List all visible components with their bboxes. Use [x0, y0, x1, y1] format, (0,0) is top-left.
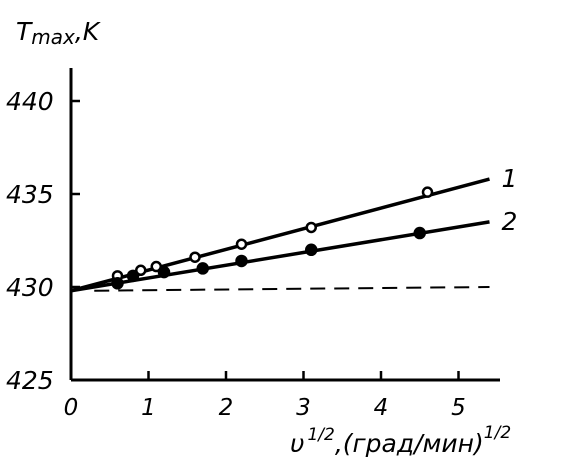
series-1-point-3	[191, 253, 200, 262]
series-2-point-6	[415, 228, 425, 238]
series-1-point-5	[307, 223, 316, 232]
series-1-point-4	[237, 240, 246, 249]
x-tick-label-1: 1	[141, 395, 156, 421]
series-1-point-6	[423, 188, 432, 197]
y-tick-label-1: 430	[6, 273, 54, 302]
series-label-2: 2	[502, 207, 518, 236]
x-tick-label-5: 5	[451, 395, 466, 421]
y-tick-label-0: 425	[6, 366, 54, 395]
x-tick-label-3: 3	[296, 395, 311, 421]
series-2-point-5	[306, 245, 316, 255]
axes: 0 1 2 3 4 5 425 430 435 440	[6, 68, 500, 421]
reference-line-dashed	[94, 287, 489, 291]
series-2-point-2	[159, 267, 169, 277]
x-tick-label-4: 4	[374, 395, 389, 421]
series-2-point-0	[113, 278, 123, 288]
y-axis-title: Tmax,K	[16, 17, 102, 49]
series-2-point-3	[198, 263, 208, 273]
y-tick-label-3: 440	[6, 87, 54, 116]
y-tick-label-2: 435	[6, 180, 54, 209]
reference-line-layer	[94, 287, 489, 291]
x-axis-title: υ1/2,(град/мин)1/2	[290, 423, 511, 458]
series-2-point-4	[237, 256, 247, 266]
series-2-point-1	[128, 271, 138, 281]
x-tick-label-2: 2	[219, 395, 234, 421]
series-label-1: 1	[502, 164, 518, 193]
x-tick-label-0: 0	[64, 395, 79, 421]
